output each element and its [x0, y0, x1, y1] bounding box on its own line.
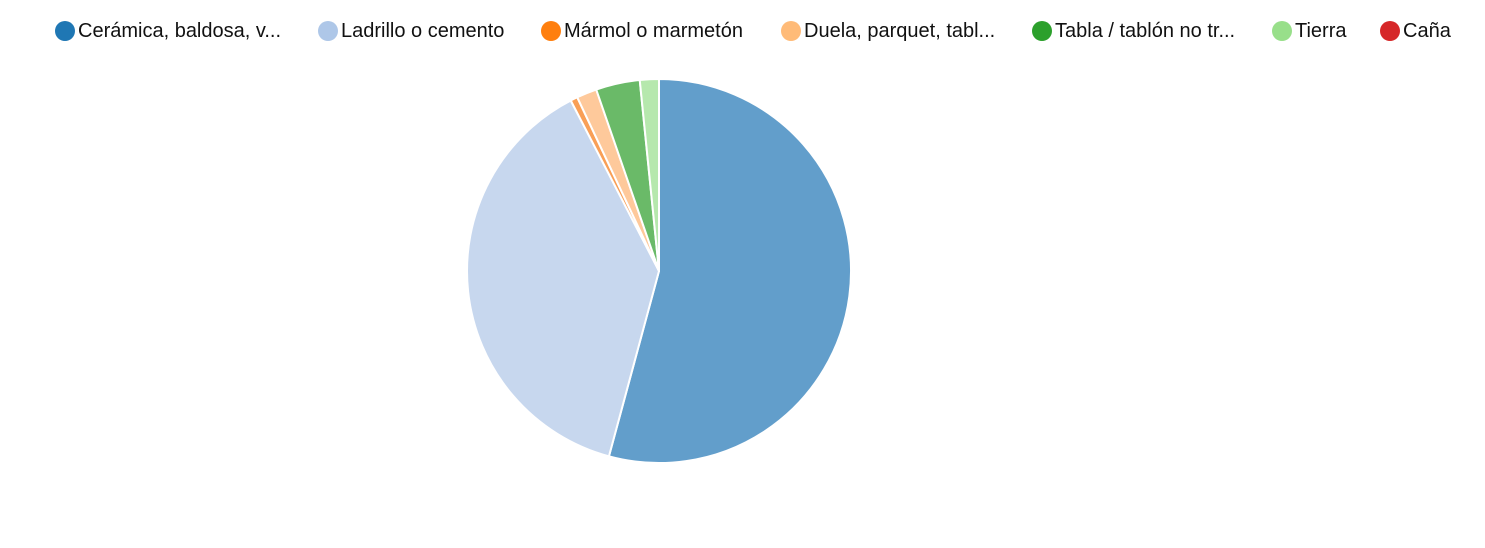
legend-label: Ladrillo o cemento [341, 19, 505, 42]
legend-swatch-icon [541, 21, 561, 41]
pie-slice[interactable] [638, 78, 660, 272]
legend-item[interactable]: Tabla / tablón no tr... [1032, 20, 1235, 42]
legend-swatch-icon [1380, 21, 1400, 41]
chart-legend: Cerámica, baldosa, v... Ladrillo o cemen… [0, 0, 1485, 62]
legend-label: Tabla / tablón no tr... [1055, 19, 1236, 42]
legend-swatch-icon [1272, 21, 1292, 41]
legend-label: Caña [1403, 19, 1451, 42]
legend-item[interactable]: Cerámica, baldosa, v... [55, 20, 281, 42]
legend-item[interactable]: Duela, parquet, tabl... [781, 20, 995, 42]
legend-label: Tierra [1295, 19, 1347, 42]
legend-item[interactable]: Caña [1380, 20, 1451, 42]
legend-swatch-icon [781, 21, 801, 41]
legend-swatch-icon [55, 21, 75, 41]
pie-slice[interactable] [466, 99, 660, 458]
legend-label: Mármol o marmetón [564, 19, 743, 42]
pie-slice[interactable] [607, 78, 852, 464]
legend-swatch-icon [1032, 21, 1052, 41]
legend-swatch-icon [318, 21, 338, 41]
legend-item[interactable]: Ladrillo o cemento [318, 20, 504, 42]
legend-label: Duela, parquet, tabl... [804, 19, 996, 42]
legend-label: Cerámica, baldosa, v... [78, 19, 282, 42]
legend-item[interactable]: Mármol o marmetón [541, 20, 743, 42]
legend-item[interactable]: Tierra [1272, 20, 1346, 42]
